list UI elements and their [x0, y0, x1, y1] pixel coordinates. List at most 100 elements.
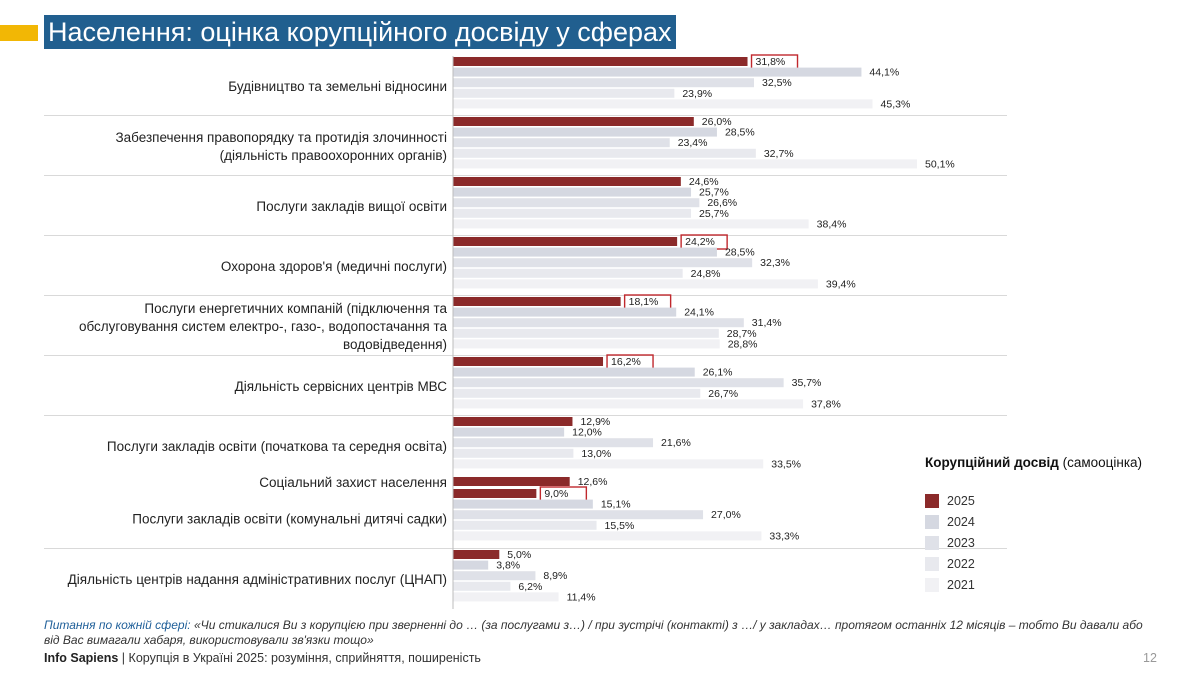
data-label: 27,0%	[711, 509, 741, 521]
bar-2021	[453, 219, 809, 229]
data-label: 3,8%	[496, 560, 520, 572]
bar-2021	[453, 339, 720, 349]
data-label: 32,7%	[764, 148, 794, 160]
source-brand: Info Sapiens	[44, 651, 119, 665]
category-label: Охорона здоров'я (медичні послуги)	[221, 259, 447, 274]
source-text: Корупція в Україні 2025: розуміння, спри…	[128, 651, 481, 665]
legend-label: 2021	[947, 577, 975, 592]
data-label: 33,3%	[769, 530, 799, 542]
legend-item-2025: 2025	[925, 490, 1185, 511]
bar-2022	[453, 388, 701, 398]
data-label: 12,0%	[572, 427, 602, 439]
data-label: 15,5%	[605, 520, 635, 532]
bar-2023	[453, 378, 784, 388]
bar-2023	[453, 198, 700, 208]
footnote: Питання по кожній сфері: «Чи стикалися В…	[44, 618, 1144, 648]
category-label: Послуги закладів освіти (комунальні дитя…	[132, 512, 447, 527]
legend-item-2021: 2021	[925, 574, 1185, 595]
bar-2024	[453, 367, 695, 377]
bar-2025	[453, 177, 681, 186]
bar-2023	[453, 571, 536, 581]
bar-2024	[453, 187, 692, 197]
category-label: Забезпечення правопорядку та протидія зл…	[116, 130, 448, 145]
legend-items: 2025 2024 2023 2022 2021	[925, 490, 1185, 595]
data-label: 9,0%	[544, 488, 568, 500]
data-label: 5,0%	[507, 549, 531, 561]
bar-2023	[453, 438, 654, 448]
data-label: 15,1%	[601, 499, 631, 511]
bar-2021	[453, 279, 818, 289]
legend-title-rest: (самооцінка)	[1058, 455, 1143, 470]
bar-2024	[453, 427, 565, 437]
bar-2023	[453, 258, 753, 268]
bar-2021	[453, 399, 804, 409]
legend-item-2022: 2022	[925, 553, 1185, 574]
legend-swatch	[925, 535, 939, 550]
category-label: Діяльність сервісних центрів МВС	[235, 379, 448, 394]
data-label: 23,4%	[678, 137, 708, 149]
footnote-label: Питання по кожній сфері:	[44, 618, 191, 632]
legend-title: Корупційний досвід (самооцінка)	[925, 455, 1185, 470]
data-label: 28,8%	[728, 338, 758, 350]
category-label: Будівництво та земельні відносини	[228, 79, 447, 94]
legend-item-2024: 2024	[925, 511, 1185, 532]
data-label: 26,0%	[702, 116, 732, 128]
legend-swatch	[925, 514, 939, 529]
bar-2025	[453, 550, 500, 559]
bar-2024	[453, 499, 593, 509]
bar-2025	[453, 297, 621, 306]
data-label: 12,9%	[580, 416, 610, 428]
bar-2024	[453, 127, 717, 137]
category-label: Діяльність центрів надання адміністратив…	[68, 572, 447, 587]
legend-item-2023: 2023	[925, 532, 1185, 553]
data-label: 32,5%	[762, 77, 792, 89]
bar-2023	[453, 138, 670, 148]
legend-label: 2025	[947, 493, 975, 508]
data-label: 35,7%	[792, 377, 822, 389]
bar-2021	[453, 459, 764, 469]
bar-2022	[453, 88, 675, 98]
footnote-text: «Чи стикалися Ви з корупцією при звернен…	[44, 618, 1143, 647]
data-label: 44,1%	[869, 67, 899, 79]
data-label: 39,4%	[826, 278, 856, 290]
data-label: 25,7%	[699, 208, 729, 220]
bar-2022	[453, 268, 683, 278]
data-label: 18,1%	[629, 296, 659, 308]
category-label: Соціальний захист населення	[259, 475, 447, 490]
page-number: 12	[1143, 651, 1157, 665]
bar-2022	[453, 520, 597, 530]
data-label: 16,2%	[611, 356, 641, 368]
source-line: Info Sapiens | Корупція в Україні 2025: …	[44, 651, 481, 665]
data-label: 26,6%	[707, 197, 737, 209]
bar-2025	[453, 57, 748, 66]
data-label: 26,1%	[703, 367, 733, 379]
bar-2025	[453, 477, 570, 486]
category-label: Послуги енергетичних компаній (підключен…	[144, 301, 447, 316]
bar-2024	[453, 247, 717, 257]
data-label: 25,7%	[699, 187, 729, 199]
legend-swatch	[925, 493, 939, 508]
legend-title-bold: Корупційний досвід	[925, 455, 1059, 470]
legend-label: 2022	[947, 556, 975, 571]
bar-2021	[453, 99, 873, 109]
bar-2023	[453, 318, 744, 328]
data-label: 50,1%	[925, 158, 955, 170]
data-label: 38,4%	[817, 218, 847, 230]
data-label: 33,5%	[771, 458, 801, 470]
category-label: водовідведення)	[343, 337, 447, 352]
data-label: 11,4%	[567, 591, 596, 603]
bar-2022	[453, 448, 574, 458]
category-label: (діяльність правоохоронних органів)	[220, 148, 447, 163]
legend-swatch	[925, 577, 939, 592]
bar-2021	[453, 159, 917, 169]
bar-2022	[453, 148, 756, 158]
data-label: 24,8%	[691, 268, 721, 280]
bar-2025	[453, 489, 537, 498]
bar-2021	[453, 592, 559, 602]
bar-2022	[453, 581, 511, 591]
category-label: Послуги закладів освіти (початкова та се…	[107, 439, 447, 454]
legend-swatch	[925, 556, 939, 571]
bar-2022	[453, 328, 719, 338]
bar-2021	[453, 531, 762, 541]
bar-2023	[453, 78, 754, 88]
